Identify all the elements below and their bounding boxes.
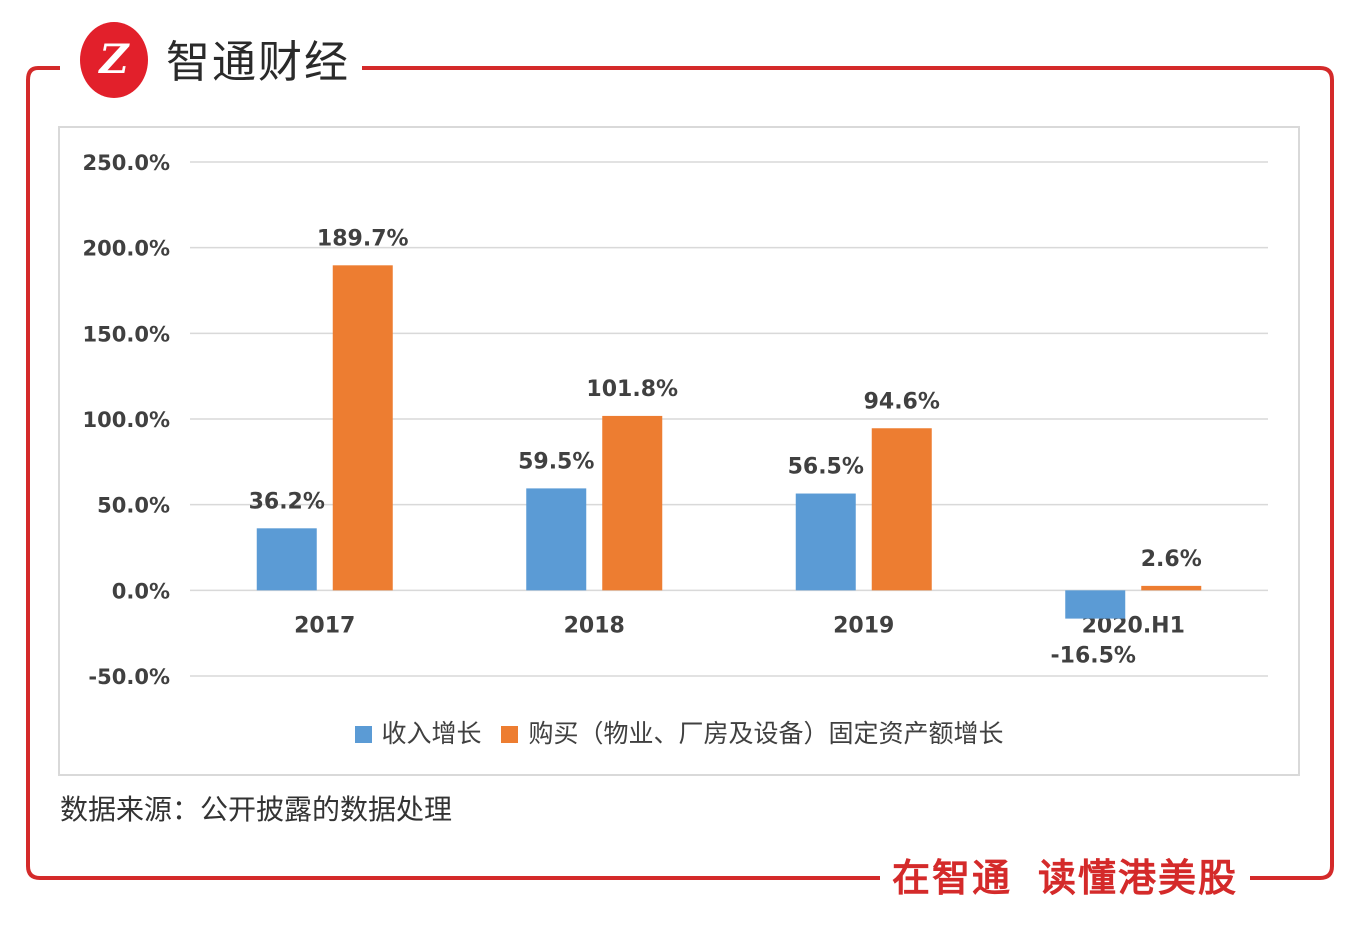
legend-item-revenue: 收入增长 [354, 714, 482, 750]
slogan: 在智通 读懂港美股 [880, 848, 1251, 908]
bar [256, 528, 317, 591]
slogan-part-2: 读懂港美股 [1038, 856, 1239, 900]
y-tick-label: 200.0% [83, 237, 170, 261]
source-note: 数据来源：公开披露的数据处理 [60, 793, 453, 826]
y-tick-label: -50.0% [88, 665, 170, 689]
y-tick-label: 150.0% [83, 322, 170, 346]
data-label: 189.7% [317, 226, 409, 251]
chart-panel: 250.0% 200.0% 150.0% 100.0% 50.0% 0.0% -50.0% 2… [58, 126, 1300, 776]
y-tick-label: 50.0% [97, 494, 170, 518]
brand-logo: Z [80, 22, 148, 98]
data-label: 94.6% [864, 389, 940, 414]
legend-label-revenue: 收入增长 [381, 719, 482, 748]
y-tick-label: 0.0% [112, 579, 170, 603]
data-label: 2.6% [1141, 547, 1202, 572]
bar-chart: 250.0% 200.0% 150.0% 100.0% 50.0% 0.0% -50.0% 2… [83, 151, 1268, 689]
bar [1065, 590, 1126, 619]
legend-swatch-revenue [354, 726, 372, 743]
chart-legend: 收入增长 购买（物业、厂房及设备）固定资产额增长 [60, 714, 1298, 750]
x-tick-label: 2019 [833, 613, 894, 638]
y-tick-label: 100.0% [83, 408, 170, 432]
data-label: 36.2% [249, 489, 325, 514]
data-label: 56.5% [788, 455, 864, 480]
slogan-part-1: 在智通 [892, 856, 1013, 900]
data-label: 101.8% [586, 377, 678, 402]
data-label: 59.5% [518, 449, 594, 474]
bar [795, 493, 856, 591]
brand-name: 智通财经 [160, 34, 362, 92]
bar [332, 265, 393, 591]
bar [1141, 585, 1202, 591]
bar [602, 415, 663, 591]
legend-item-capex: 购买（物业、厂房及设备）固定资产额增长 [501, 714, 1003, 750]
x-tick-label: 2018 [564, 613, 625, 638]
y-tick-label: 250.0% [83, 151, 170, 175]
bar [871, 428, 932, 591]
legend-label-capex: 购买（物业、厂房及设备）固定资产额增长 [528, 719, 1004, 748]
data-label: -16.5% [1051, 644, 1136, 669]
legend-swatch-capex [501, 726, 519, 743]
bar [526, 488, 587, 591]
x-tick-label: 2017 [294, 613, 355, 638]
